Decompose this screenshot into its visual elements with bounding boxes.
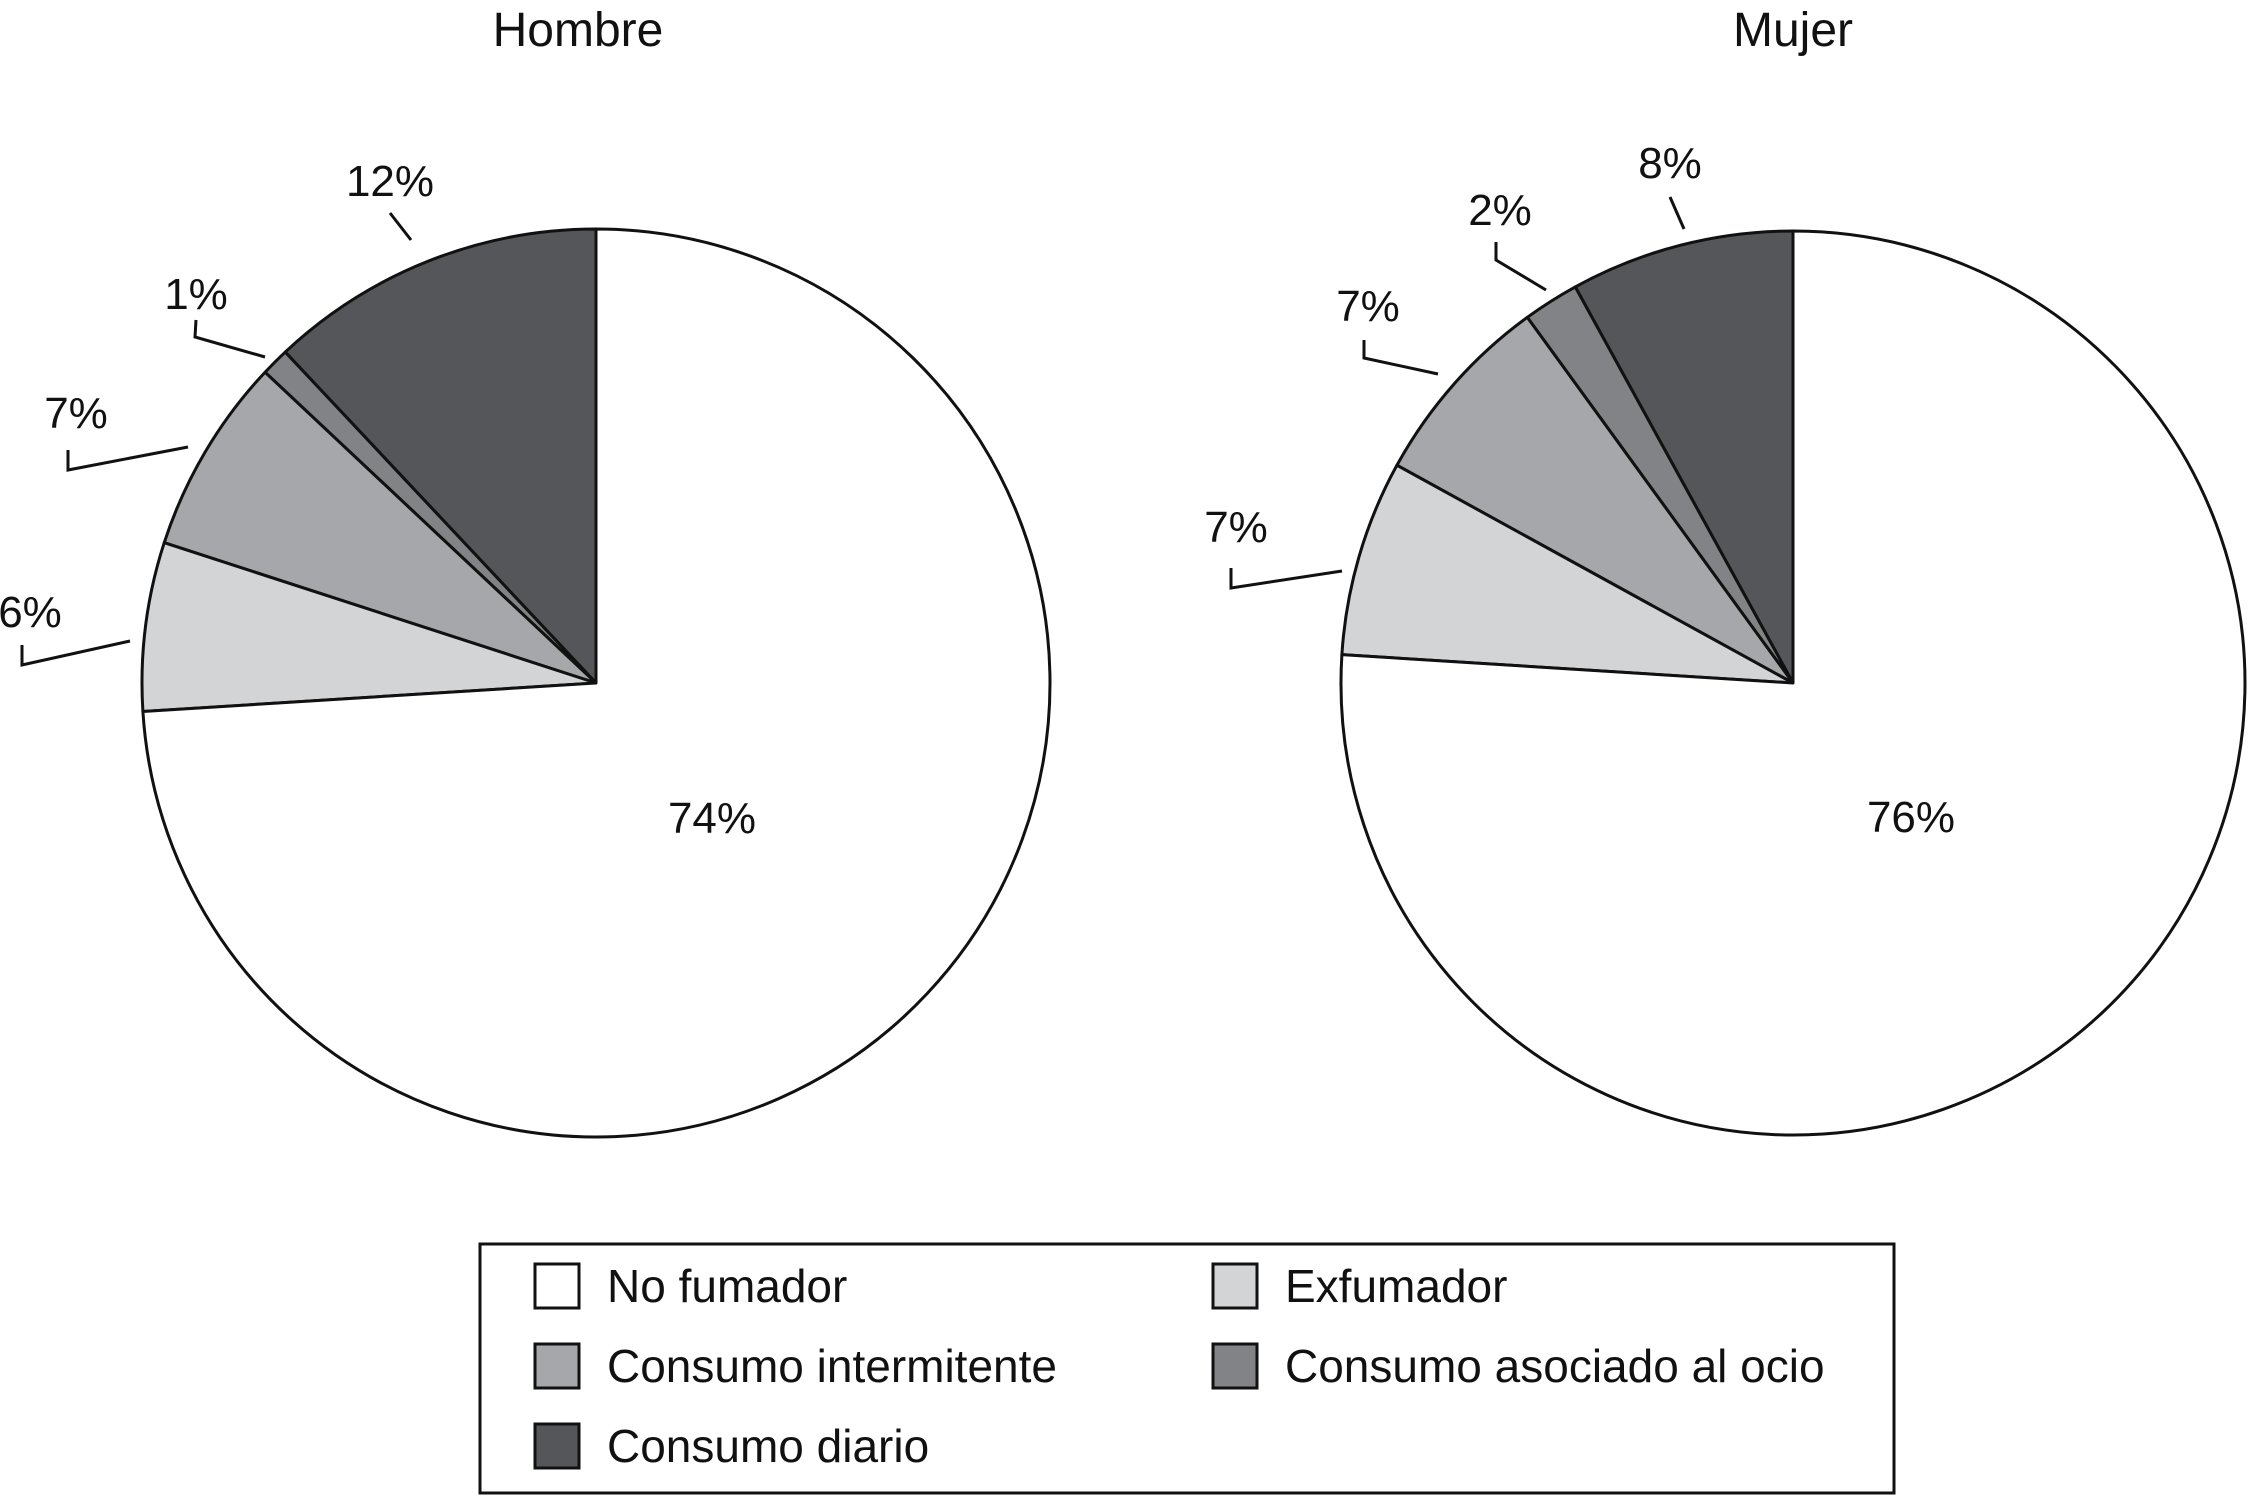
legend-box <box>478 1242 1896 1495</box>
pie-slices <box>1339 229 2247 1137</box>
pie-slice-consumo-intermitente <box>162 370 598 685</box>
pie-slice-exfumador <box>1340 463 1795 685</box>
leader-line-exfumador <box>1229 568 1343 590</box>
slice-label-exfumador: 7% <box>1204 503 1268 552</box>
legend-label-consumo-asociado-al-ocio: Consumo asociado al ocio <box>1285 1340 1825 1392</box>
leader-line-consumo-intermitente <box>66 445 189 472</box>
leader-line-consumo-diario <box>388 212 413 241</box>
legend-swatch-consumo-asociado-al-ocio <box>1211 1342 1259 1390</box>
slice-label-no-fumador: 76% <box>1867 793 1955 842</box>
leader-line-consumo-intermitente <box>1362 340 1439 376</box>
pie-title-mujer: Mujer <box>1733 4 1853 57</box>
legend-label-exfumador: Exfumador <box>1285 1260 1507 1312</box>
slice-label-consumo-diario: 12% <box>346 157 434 206</box>
legend-label-consumo-intermitente: Consumo intermitente <box>607 1340 1057 1392</box>
pie-slice-exfumador <box>140 541 598 714</box>
legend-swatch-exfumador <box>1211 1262 1259 1310</box>
legend-swatch-no-fumador <box>533 1262 581 1310</box>
leader-line-consumo-diario <box>1668 196 1686 230</box>
legend-label-no-fumador: No fumador <box>607 1260 847 1312</box>
pie-slice-consumo-diario <box>283 227 598 685</box>
legend-swatch-consumo-intermitente <box>533 1342 581 1390</box>
pie-chart-hombre: Hombre 12% 1% 7% 6% 74% <box>0 4 1052 1139</box>
pie-slice-no-fumador <box>1339 229 2247 1137</box>
slice-label-consumo-diario: 8% <box>1638 139 1702 188</box>
leader-line-consumo-asociado-al-ocio <box>193 319 266 359</box>
leader-line-exfumador <box>20 639 131 667</box>
slice-label-consumo-intermitente: 7% <box>44 389 108 438</box>
legend-label-consumo-diario: Consumo diario <box>607 1420 929 1472</box>
pie-slices <box>140 227 1052 1139</box>
slice-label-consumo-intermitente: 7% <box>1336 282 1400 331</box>
legend-swatch-consumo-diario <box>533 1422 581 1470</box>
slice-label-consumo-asociado-al-ocio: 2% <box>1468 186 1532 235</box>
pie-slice-consumo-diario <box>1573 229 1795 685</box>
leader-line-consumo-asociado-al-ocio <box>1494 242 1547 292</box>
pie-chart-mujer: Mujer 8% 2% 7% 7% 76% <box>1204 4 2247 1137</box>
slice-label-consumo-asociado-al-ocio: 1% <box>164 270 228 319</box>
slice-label-exfumador: 6% <box>0 588 62 637</box>
slice-label-no-fumador: 74% <box>668 794 756 843</box>
legend: No fumador Exfumador Consumo intermitente C… <box>478 1242 1896 1495</box>
pie-title-hombre: Hombre <box>493 4 664 57</box>
pie-slice-no-fumador <box>141 227 1052 1139</box>
pie-slice-consumo-intermitente <box>1395 315 1795 685</box>
